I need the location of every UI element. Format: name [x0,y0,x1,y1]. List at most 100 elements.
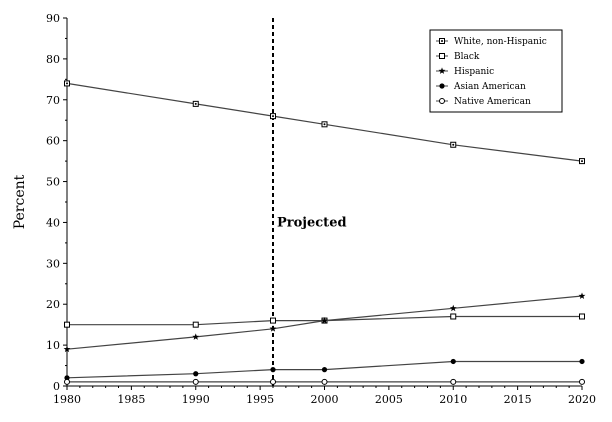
y-tick-label: 30 [46,257,60,270]
point-white-non-hispanic [270,113,276,120]
point-hispanic-shape [578,292,586,299]
point-asian-american-shape [270,367,276,373]
point-hispanic-shape [449,304,457,312]
point-white-non-hispanic-dot [66,82,68,85]
point-black-shape [270,317,276,324]
point-native-american [321,378,328,385]
point-black-shape [192,321,199,328]
x-tick-label: 2000 [311,393,339,406]
legend-item-asian-american: Asian American [436,82,526,92]
y-tick-label: 50 [46,176,60,189]
point-asian-american-shape [579,358,585,365]
point-black-shape [579,313,585,320]
point-hispanic [578,292,586,299]
point-asian-american [270,367,276,373]
y-tick-label: 10 [46,339,60,352]
y-tick-label: 80 [46,53,60,66]
legend-box [429,29,563,113]
x-tick-label: 2015 [504,393,532,406]
point-hispanic [192,333,200,340]
legend-label: Hispanic [454,67,494,77]
y-tick-label: 20 [46,298,60,311]
point-black-shape [64,321,70,328]
point-white-non-hispanic-dot [452,143,455,146]
point-native-american-shape [579,378,585,385]
point-black [270,317,276,324]
point-hispanic-shape [63,345,71,353]
legend-label: Asian American [453,82,526,92]
legend-label: Black [454,52,480,62]
point-white-non-hispanic [64,80,70,87]
point-asian-american-shape [64,375,70,381]
point-black [579,313,585,320]
legend: White, non-Hispanic Black Hispanic Asian Am… [429,29,563,113]
point-native-american-shape [192,378,199,385]
point-native-american-shape [450,378,457,385]
point-hispanic [269,325,277,332]
legend-item-hispanic: Hispanic [436,67,494,77]
point-white-non-hispanic-dot [194,102,197,105]
point-white-non-hispanic-dot [272,115,274,118]
point-asian-american [64,375,70,381]
point-asian-american [193,371,199,377]
y-tick-label: 40 [46,216,60,229]
legend-marker-shape [438,67,446,74]
point-asian-american [321,367,328,373]
x-tick-label: 2010 [439,393,467,406]
point-asian-american-shape [450,358,456,365]
series-line-black [67,315,582,326]
point-hispanic [449,304,457,312]
point-hispanic [321,316,328,324]
point-white-non-hispanic-dot [581,160,583,163]
x-tick-label: 2020 [568,393,596,406]
x-tick-label: 1995 [246,393,274,406]
point-black-shape [450,313,457,320]
point-asian-american [450,358,456,365]
series-native-american [64,378,585,385]
point-white-non-hispanic [450,141,457,148]
point-native-american-shape [270,378,276,385]
point-asian-american-shape [193,371,199,377]
x-tick-label: 1980 [53,393,81,406]
point-white-non-hispanic [579,158,585,165]
point-white-non-hispanic-dot [323,123,326,126]
legend-marker-shape [439,83,445,89]
point-black [64,321,70,328]
point-hispanic-shape [321,316,328,324]
series-line-white-non-hispanic [66,82,583,162]
point-black [192,321,199,328]
y-tick-label: 70 [46,94,60,107]
x-tick-label: 2005 [375,393,403,406]
point-native-american [270,378,276,385]
axes: 0 10 20 30 40 50 60 70 80 90 1980 1985 1990 1995 2000 2… [46,12,596,406]
point-hispanic-shape [269,325,277,332]
x-tick-label: 1985 [117,393,145,406]
legend-marker [439,53,445,59]
point-white-non-hispanic [192,100,199,107]
legend-label: Native American [454,97,531,107]
legend-marker-shape [439,53,445,59]
point-white-non-hispanic [321,121,328,128]
projected-annotation: Projected [277,215,347,230]
point-native-american [450,378,457,385]
legend-marker [438,67,446,74]
series-asian-american [64,358,585,381]
point-black [450,313,457,320]
legend-marker-shape [439,98,445,104]
series-line-asian-american [66,360,582,379]
x-tick-label: 1990 [182,393,210,406]
legend-item-native-american: Native American [436,97,531,107]
series-line-hispanic [66,295,583,350]
legend-marker-dot [441,40,443,42]
point-native-american-shape [321,378,328,385]
point-native-american [192,378,199,385]
point-asian-american [579,358,585,365]
series-group [63,80,586,385]
legend-marker [439,83,445,89]
legend-marker [439,98,445,104]
legend-item-black: Black [436,52,480,62]
point-native-american [579,378,585,385]
legend-item-white-non-hispanic: White, non-Hispanic [436,37,547,47]
series-white-non-hispanic [64,80,585,165]
